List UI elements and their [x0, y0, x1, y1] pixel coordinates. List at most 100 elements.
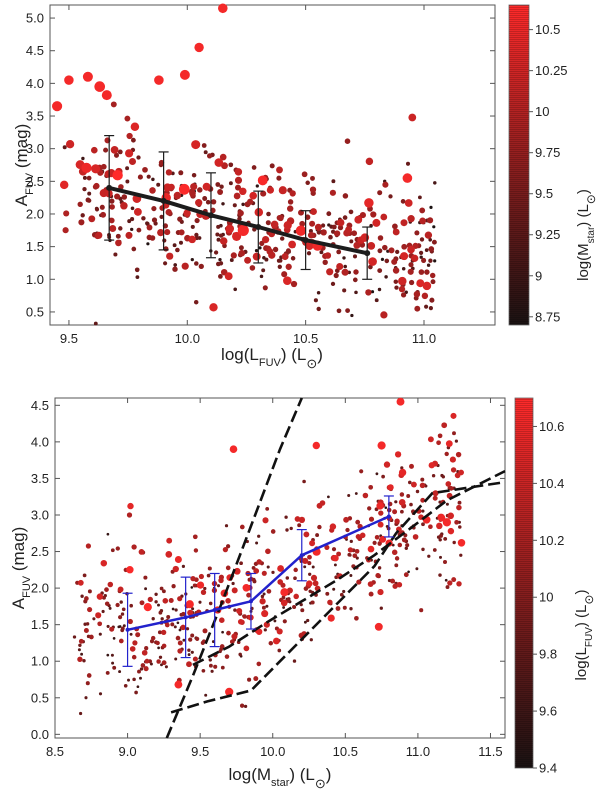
- scatter-point: [367, 242, 375, 250]
- scatter-point: [401, 244, 407, 250]
- scatter-point: [380, 214, 387, 221]
- scatter-point: [392, 509, 397, 514]
- colorbar-ticks-top: 8.7599.259.59.751010.2510.5: [529, 22, 568, 324]
- scatter-point: [150, 235, 156, 241]
- scatter-point: [281, 271, 287, 277]
- scatter-point: [99, 692, 102, 695]
- scatter-point: [218, 258, 221, 261]
- scatter-point: [193, 583, 197, 587]
- scatter-point: [458, 539, 466, 547]
- scatter-point: [190, 183, 197, 190]
- scatter-point: [87, 607, 92, 612]
- x-tick-label: 10.0: [175, 331, 200, 346]
- scatter-point: [429, 462, 435, 468]
- scatter-point: [388, 194, 392, 198]
- scatter-point: [159, 656, 162, 659]
- scatter-point: [342, 288, 346, 292]
- scatter-point: [312, 566, 315, 569]
- x-tick-label: 11.5: [478, 744, 502, 759]
- scatter-point: [425, 232, 432, 239]
- scatter-point: [230, 258, 234, 262]
- scatter-point: [306, 580, 312, 586]
- scatter-point: [342, 256, 345, 259]
- scatter-point: [236, 608, 242, 614]
- scatter-point: [288, 199, 293, 204]
- scatter-point: [261, 268, 265, 272]
- scatter-point: [63, 210, 69, 216]
- scatter-point: [194, 548, 198, 552]
- scatter-point: [310, 186, 316, 192]
- scatter-point: [173, 566, 179, 572]
- scatter-point: [253, 676, 258, 681]
- scatter-point: [77, 657, 82, 662]
- scatter-point: [458, 525, 462, 529]
- scatter-point: [343, 265, 347, 269]
- scatter-point: [446, 585, 450, 589]
- scatter-point: [273, 247, 278, 252]
- scatter-point: [387, 484, 393, 490]
- scatter-point: [429, 298, 434, 303]
- scatter-point: [121, 612, 124, 615]
- scatter-point: [428, 259, 432, 263]
- scatter-point: [118, 150, 123, 155]
- scatter-point: [273, 619, 276, 622]
- scatter-point: [79, 712, 82, 715]
- scatter-point: [336, 249, 341, 254]
- scatter-point: [380, 311, 387, 318]
- colorbar-label-top: log(Mstar) (L⊙): [575, 189, 598, 281]
- scatter-point: [162, 238, 166, 242]
- scatter-point: [394, 279, 399, 284]
- scatter-point: [199, 264, 204, 269]
- y-tick-label: 1.0: [31, 654, 49, 669]
- scatter-point: [255, 542, 258, 545]
- scatter-point: [306, 619, 309, 622]
- scatter-point: [79, 639, 84, 644]
- scatter-point: [198, 601, 201, 604]
- scatter-point: [421, 510, 424, 513]
- scatter-point: [411, 482, 417, 488]
- colorbar-tick-label: 9.8: [539, 647, 557, 662]
- scatter-point: [148, 597, 153, 602]
- scatter-point: [400, 492, 404, 496]
- scatter-point: [308, 573, 311, 576]
- scatter-point: [140, 600, 145, 605]
- scatter-point: [432, 240, 437, 245]
- scatter-point: [193, 657, 198, 662]
- scatter-point: [365, 289, 371, 295]
- scatter-point: [202, 143, 207, 148]
- scatter-point: [297, 523, 301, 527]
- scatter-point: [257, 662, 262, 667]
- scatter-point: [323, 260, 328, 265]
- scatter-point: [159, 611, 163, 615]
- binned-mean-point: [161, 198, 167, 204]
- scatter-point: [336, 606, 341, 611]
- scatter-point: [142, 167, 148, 173]
- y-tick-label: 4.0: [26, 76, 44, 91]
- scatter-point: [145, 659, 150, 664]
- scatter-point: [309, 221, 315, 227]
- scatter-point: [377, 589, 383, 595]
- colorbar-tick-label: 10.5: [535, 22, 560, 37]
- scatter-point: [144, 666, 149, 671]
- scatter-point: [126, 133, 132, 139]
- scatter-point: [378, 510, 383, 515]
- scatter-point: [382, 182, 388, 188]
- scatter-point: [450, 413, 456, 419]
- colorbar-tick-label: 10: [539, 590, 553, 605]
- scatter-point: [277, 215, 283, 221]
- scatter-point: [381, 258, 384, 261]
- scatter-point: [271, 221, 279, 229]
- y-tick-label: 2.0: [31, 581, 49, 596]
- scatter-point: [432, 474, 435, 477]
- scatter-point: [78, 202, 83, 207]
- scatter-point: [178, 641, 183, 646]
- scatter-point: [194, 261, 199, 266]
- scatter-point: [384, 461, 390, 467]
- scatter-point: [188, 637, 192, 641]
- scatter-point: [345, 138, 351, 144]
- scatter-point: [307, 555, 312, 560]
- scatter-point: [428, 524, 433, 529]
- scatter-point: [347, 494, 350, 497]
- scatter-point: [258, 175, 268, 185]
- scatter-point: [152, 617, 155, 620]
